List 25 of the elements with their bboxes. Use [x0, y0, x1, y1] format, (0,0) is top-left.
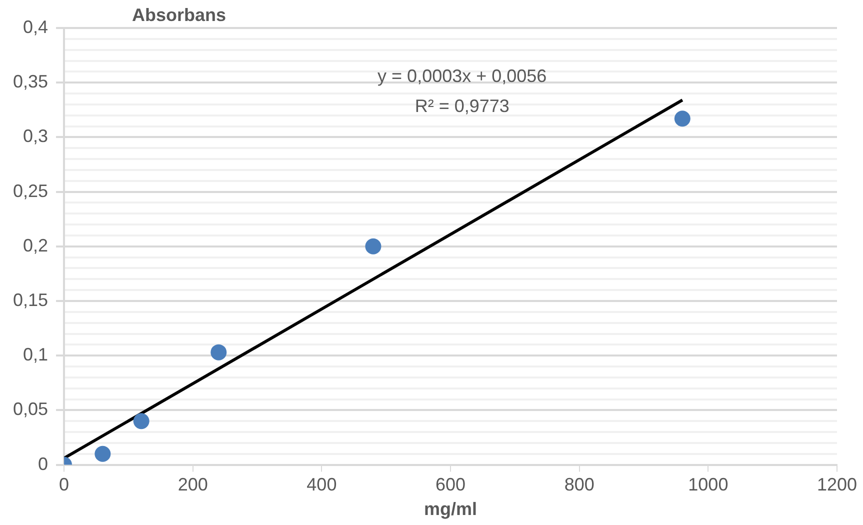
x-tick-label: 800: [564, 474, 594, 495]
x-tick-label: 400: [306, 474, 337, 495]
annotation: R² = 0,9773: [414, 96, 510, 116]
y-axis-title: Absorbans: [132, 4, 226, 25]
point: [674, 110, 690, 127]
y-tick-label: 0,35: [12, 72, 48, 92]
y-tick-label: 0,1: [23, 344, 48, 365]
x-tick-label: 600: [435, 474, 466, 495]
y-tick-label: 0,4: [23, 16, 48, 37]
x-tick-label: 1000: [688, 474, 728, 495]
y-tick-label: 0,15: [12, 290, 48, 310]
y-tick-label: 0,25: [12, 180, 48, 201]
annotation: y = 0,0003x + 0,0056: [378, 66, 547, 86]
y-tick-label: 0,2: [23, 235, 48, 256]
x-tick-label: 0: [59, 474, 70, 495]
point: [210, 344, 227, 360]
x-axis-title: mg/ml: [424, 499, 478, 520]
point: [365, 238, 382, 254]
x-tick-label: 200: [178, 474, 208, 495]
point: [94, 446, 111, 462]
y-tick-label: 0: [38, 454, 48, 474]
x-tick-label: 1200: [816, 474, 858, 495]
y-tick-label: 0,3: [23, 126, 48, 146]
point: [133, 413, 150, 430]
y-tick-label: 0,05: [12, 399, 48, 420]
